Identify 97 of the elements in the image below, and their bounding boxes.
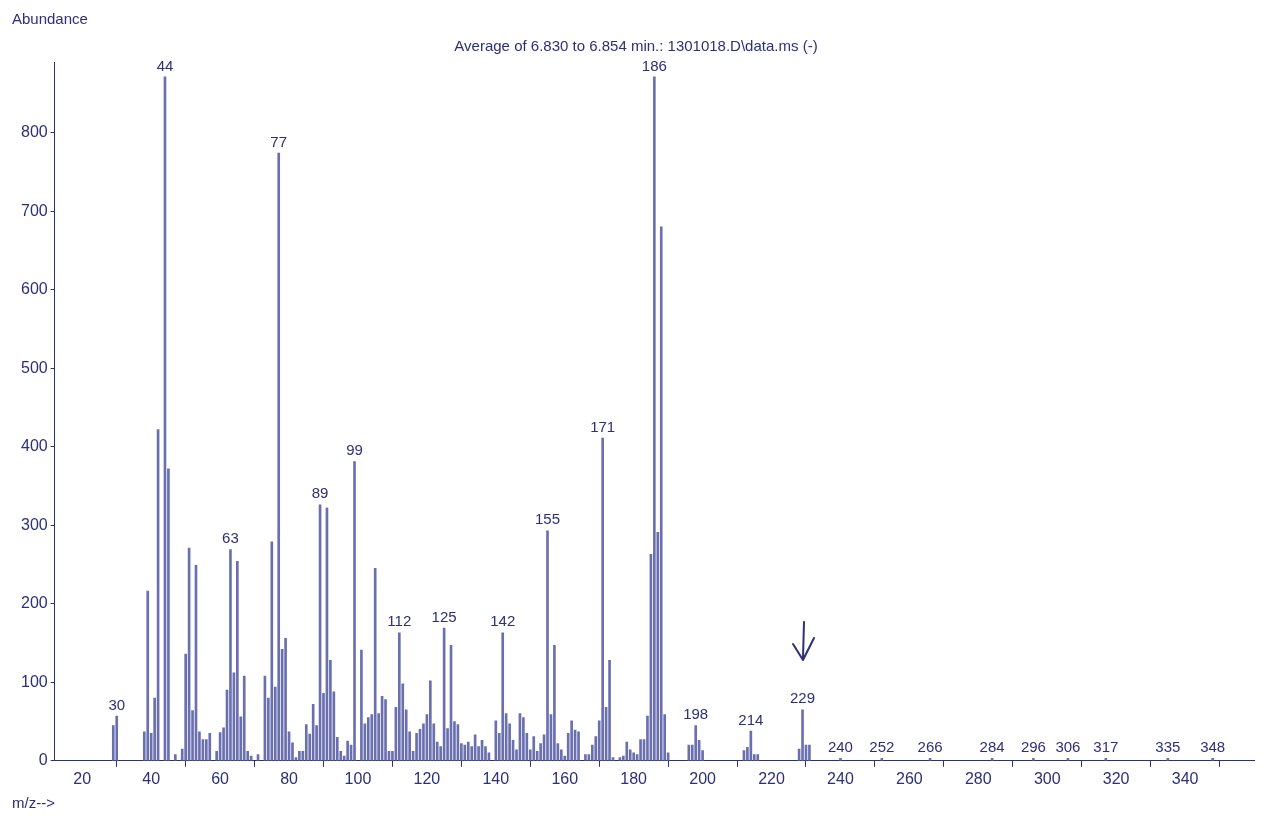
bar — [577, 731, 580, 761]
x-tick-label: 340 — [1171, 769, 1199, 787]
y-tick-label: 600 — [20, 280, 48, 298]
x-tick-label: 240 — [827, 769, 854, 787]
bar — [466, 741, 470, 761]
bar — [346, 740, 349, 761]
bar — [687, 744, 691, 761]
bar — [494, 720, 498, 761]
annotation: 229 — [790, 689, 816, 707]
bar — [384, 699, 387, 761]
bar — [242, 675, 246, 761]
x-tick-label: 260 — [896, 769, 923, 787]
annotation: 89 — [311, 484, 329, 502]
bar — [115, 715, 119, 761]
annotation: 198 — [683, 705, 709, 723]
x-tick-label: 320 — [1102, 769, 1130, 787]
bar — [173, 754, 177, 761]
y-tick-label: 200 — [20, 594, 48, 612]
x-tick-label: 300 — [1033, 769, 1061, 787]
x-tick-label: 200 — [689, 769, 717, 787]
bar — [415, 732, 418, 761]
x-axis-title: m/z--> — [12, 794, 55, 811]
bar — [625, 741, 629, 761]
annotation: 252 — [869, 738, 895, 756]
annotation: 99 — [346, 441, 363, 459]
bar — [756, 754, 760, 761]
x-tick-label: 120 — [413, 769, 441, 787]
annotation: 44 — [156, 56, 174, 74]
bar — [584, 754, 587, 761]
x-tick-label: 180 — [620, 769, 648, 787]
bar — [463, 744, 467, 761]
annotation: 296 — [1020, 738, 1046, 756]
bar — [353, 461, 356, 761]
x-tick-label: 80 — [280, 769, 299, 787]
x-tick-label: 220 — [758, 769, 785, 787]
annotation: 317 — [1093, 738, 1119, 756]
annotation: 306 — [1055, 738, 1081, 756]
bar — [570, 720, 573, 761]
annotation: 214 — [738, 710, 764, 728]
bar — [659, 226, 663, 761]
annotation: 112 — [387, 612, 412, 630]
annotation: 335 — [1155, 738, 1181, 756]
y-tick-label: 400 — [20, 437, 48, 455]
bar — [373, 568, 377, 761]
bar — [801, 709, 804, 761]
bar — [366, 717, 370, 761]
bar — [397, 632, 401, 761]
bar — [808, 744, 811, 761]
x-tick-label: 60 — [211, 769, 230, 787]
bar — [532, 736, 536, 761]
annotation: 186 — [641, 56, 667, 74]
annotation: 348 — [1200, 738, 1226, 756]
bar — [360, 649, 363, 761]
annotation: 30 — [108, 695, 126, 713]
bar — [229, 549, 232, 761]
bar — [304, 724, 308, 761]
bar — [501, 632, 505, 761]
annotation: 266 — [917, 738, 943, 756]
annotation: 284 — [979, 738, 1005, 756]
bar — [553, 645, 556, 761]
x-tick-label: 20 — [73, 769, 92, 787]
annotation: 155 — [535, 510, 561, 528]
bar — [653, 76, 656, 761]
annotation: 63 — [222, 529, 239, 547]
bar — [236, 561, 239, 761]
y-tick-label: 100 — [20, 672, 48, 690]
x-tick-label: 160 — [551, 769, 579, 787]
annotation: 142 — [490, 612, 516, 630]
bar — [546, 530, 549, 761]
x-tick-label: 100 — [344, 769, 372, 787]
bar — [208, 732, 212, 761]
bar — [522, 717, 525, 761]
bar — [270, 541, 274, 761]
bar — [601, 437, 604, 761]
bar — [284, 637, 287, 761]
y-axis-title: Abundance — [12, 10, 88, 27]
y-tick-label: 800 — [20, 123, 48, 141]
y-tick-label: 0 — [38, 751, 48, 769]
y-tick-label: 500 — [20, 358, 48, 376]
y-tick-label: 300 — [20, 515, 48, 533]
x-tick-label: 140 — [482, 769, 510, 787]
x-tick-label: 280 — [964, 769, 992, 787]
annotation: 171 — [590, 417, 616, 435]
annotation: 77 — [270, 132, 288, 150]
bar — [632, 752, 635, 761]
chart-title: Average of 6.830 to 6.854 min.: 1301018.D\data.ms (-) — [454, 37, 818, 55]
annotation: 125 — [431, 607, 457, 625]
y-tick-label: 700 — [20, 201, 48, 219]
x-tick-label: 40 — [142, 769, 161, 787]
bar — [694, 725, 698, 761]
bar — [639, 739, 642, 761]
bar — [298, 751, 301, 761]
annotation: 240 — [827, 738, 853, 756]
bar — [608, 659, 611, 761]
bar — [277, 152, 281, 761]
bar — [429, 680, 432, 761]
bar — [146, 590, 150, 761]
